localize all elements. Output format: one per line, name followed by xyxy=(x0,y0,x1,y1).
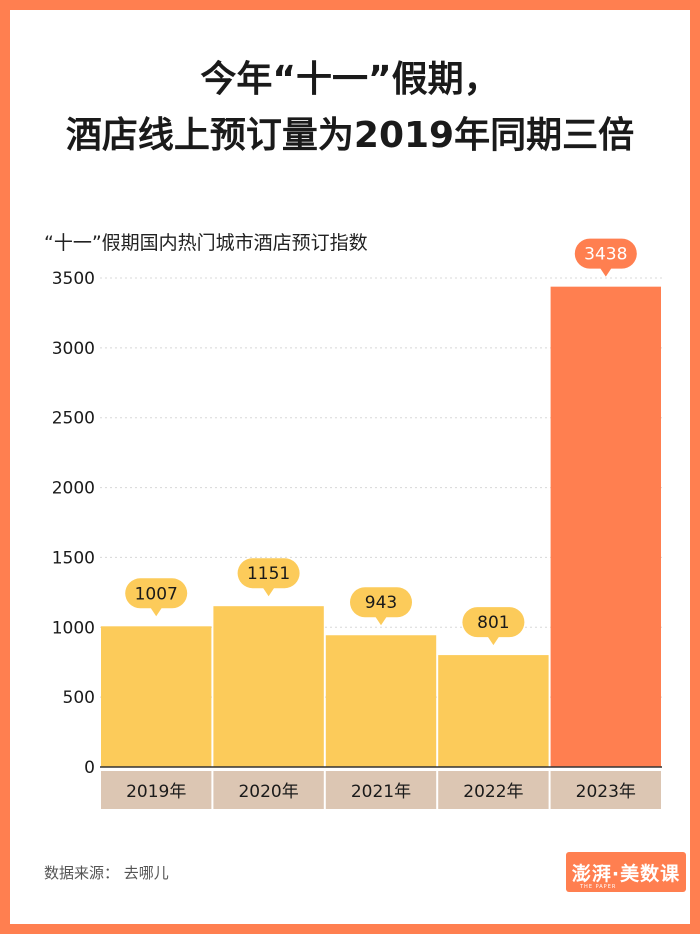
y-tick-label: 3000 xyxy=(52,339,95,359)
bar xyxy=(438,655,549,767)
title-line-1: 今年“十一”假期， xyxy=(200,59,500,100)
y-tick-label: 500 xyxy=(63,688,95,708)
value-bubble-pointer xyxy=(262,587,275,597)
logo-text: 澎湃·美数课 xyxy=(571,862,681,885)
y-tick-label: 0 xyxy=(84,758,95,778)
y-tick-label: 1000 xyxy=(52,618,95,638)
bar xyxy=(550,286,661,767)
y-tick-label: 2500 xyxy=(52,409,95,429)
x-tick-label: 2019年 xyxy=(126,782,186,802)
bar xyxy=(213,606,324,767)
source-note: 数据来源： 去哪儿 xyxy=(44,864,169,882)
brand-logo: 澎湃·美数课 THE PAPER xyxy=(566,852,686,892)
category-band xyxy=(325,771,437,809)
chart-title: 今年“十一”假期， 酒店线上预订量为2019年同期三倍 xyxy=(0,52,700,164)
logo-subtext: THE PAPER xyxy=(580,884,617,890)
value-bubble xyxy=(462,607,525,638)
y-tick-label: 3500 xyxy=(52,269,95,289)
data-label: 3438 xyxy=(584,245,627,265)
data-label: 1007 xyxy=(135,584,178,604)
x-tick-label: 2023年 xyxy=(576,782,636,802)
chart-subtitle: “十一”假期国内热门城市酒店预订指数 xyxy=(44,232,368,254)
data-label: 801 xyxy=(477,613,509,633)
data-label: 943 xyxy=(365,593,397,613)
category-band xyxy=(213,771,324,809)
data-label: 1151 xyxy=(247,564,290,584)
category-band xyxy=(550,771,661,809)
category-band xyxy=(438,771,549,809)
bar xyxy=(101,626,212,767)
bar xyxy=(325,635,437,767)
x-tick-label: 2021年 xyxy=(351,782,411,802)
title-line-2: 酒店线上预订量为2019年同期三倍 xyxy=(65,115,635,156)
category-band xyxy=(101,771,212,809)
value-bubble-pointer xyxy=(150,607,163,617)
value-bubble xyxy=(350,587,412,618)
value-bubble xyxy=(237,558,300,589)
value-bubble-pointer xyxy=(599,267,612,277)
x-tick-label: 2020年 xyxy=(238,782,298,802)
y-tick-label: 1500 xyxy=(52,548,95,568)
value-bubble xyxy=(125,578,188,609)
value-bubble-pointer xyxy=(375,616,387,626)
value-bubble-pointer xyxy=(487,636,500,646)
value-bubble xyxy=(574,238,637,269)
y-tick-label: 2000 xyxy=(52,479,95,499)
x-tick-label: 2022年 xyxy=(463,782,523,802)
